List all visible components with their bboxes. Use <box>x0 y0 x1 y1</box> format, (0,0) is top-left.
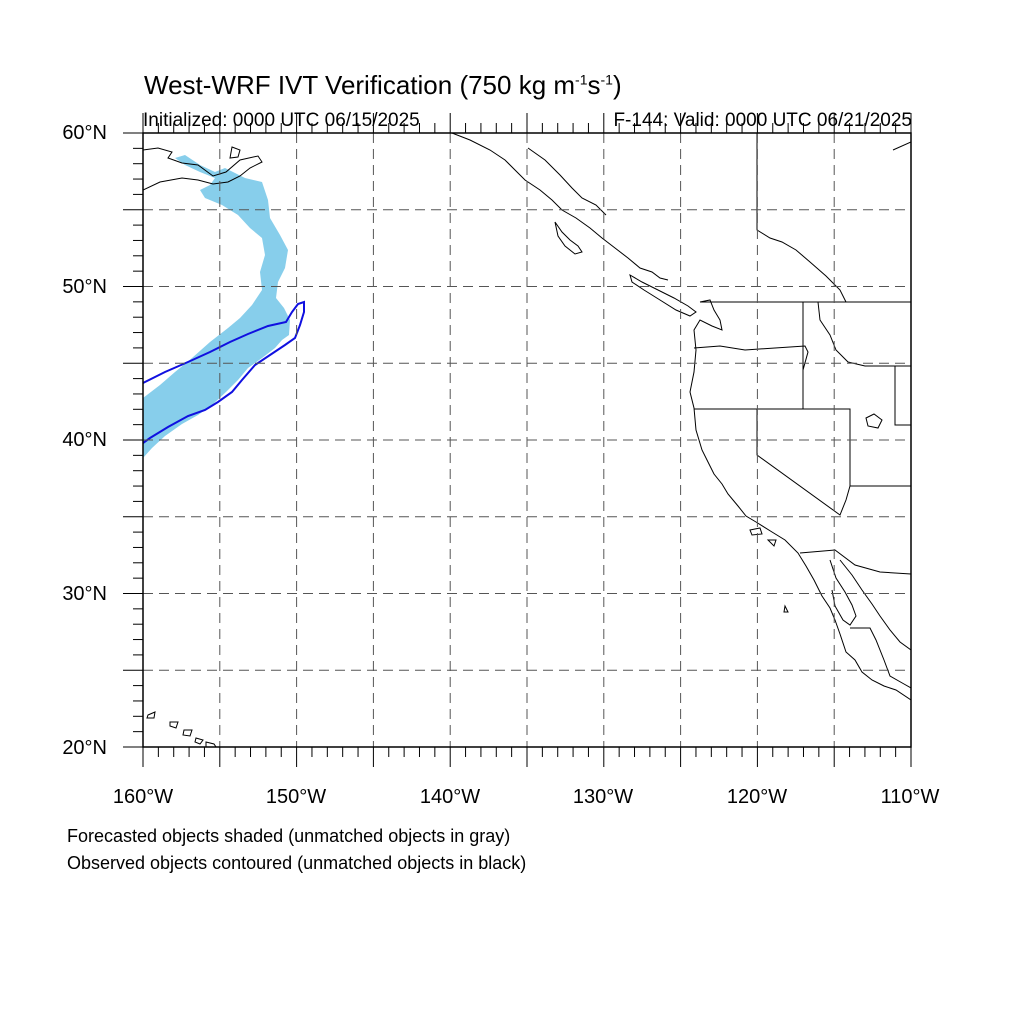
grid-lines <box>143 133 911 747</box>
lon-label-110w: 110°W <box>880 786 940 808</box>
map-title: West-WRF IVT Verification (750 kg m-1s-1… <box>144 70 622 100</box>
state-borders <box>693 345 809 410</box>
lat-label-60n: 60°N <box>62 122 107 144</box>
forecast-ivt-object <box>143 155 290 458</box>
lat-label-50n: 50°N <box>62 276 107 298</box>
initialized-time: Initialized: 0000 UTC 06/15/2025 <box>143 110 420 131</box>
lon-label-120w: 120°W <box>726 786 788 808</box>
forecast-legend-note: Forecasted objects shaded (unmatched obj… <box>67 826 511 846</box>
lat-label-30n: 30°N <box>62 583 107 605</box>
baja-coastline <box>829 559 857 626</box>
alaska-coastline <box>143 147 263 191</box>
lat-label-20n: 20°N <box>62 737 107 759</box>
lon-label-130w: 130°W <box>572 786 634 808</box>
lon-label-140w: 140°W <box>419 786 481 808</box>
lon-label-150w: 150°W <box>265 786 327 808</box>
valid-time: F-144: Valid: 0000 UTC 06/21/2025 <box>613 110 912 131</box>
coastline-group <box>143 133 911 747</box>
hawaii-islands <box>146 711 217 747</box>
lon-label-160w: 160°W <box>112 786 174 808</box>
lat-label-40n: 40°N <box>62 429 107 451</box>
bc-coastline <box>451 133 669 281</box>
observed-ivt-contour <box>143 300 305 444</box>
axis-ticks <box>123 113 912 767</box>
us-west-coastline <box>689 299 911 701</box>
observed-legend-note: Observed objects contoured (unmatched ob… <box>67 853 527 873</box>
